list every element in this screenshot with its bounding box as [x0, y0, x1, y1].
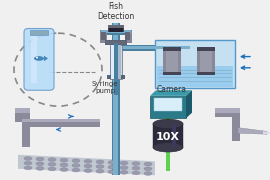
- Polygon shape: [215, 108, 240, 141]
- Ellipse shape: [96, 160, 104, 164]
- Ellipse shape: [36, 162, 44, 166]
- Bar: [107, 75, 125, 79]
- Bar: [200, 51, 212, 71]
- Ellipse shape: [144, 162, 152, 166]
- Polygon shape: [238, 128, 267, 134]
- Text: Camera: Camera: [157, 85, 187, 94]
- Bar: [163, 47, 181, 75]
- Polygon shape: [22, 119, 100, 127]
- Bar: [120, 45, 190, 51]
- Ellipse shape: [108, 161, 116, 164]
- Bar: [172, 124, 176, 147]
- Bar: [108, 25, 124, 28]
- Bar: [106, 41, 126, 44]
- Bar: [125, 31, 132, 42]
- Bar: [125, 32, 130, 40]
- Bar: [110, 45, 122, 79]
- Ellipse shape: [120, 170, 128, 174]
- Bar: [197, 47, 215, 75]
- Bar: [153, 124, 183, 147]
- Bar: [154, 98, 182, 111]
- Bar: [166, 51, 178, 71]
- Polygon shape: [150, 90, 192, 96]
- Bar: [118, 45, 121, 79]
- Ellipse shape: [132, 171, 140, 175]
- Text: 10X: 10X: [156, 132, 180, 142]
- Bar: [108, 25, 124, 32]
- Ellipse shape: [96, 165, 104, 168]
- Ellipse shape: [24, 166, 32, 170]
- Ellipse shape: [60, 158, 68, 162]
- Ellipse shape: [84, 169, 92, 172]
- Polygon shape: [15, 108, 30, 147]
- Bar: [31, 36, 37, 83]
- Bar: [112, 23, 120, 175]
- Ellipse shape: [48, 158, 56, 161]
- Bar: [166, 118, 170, 124]
- Polygon shape: [215, 108, 240, 113]
- Ellipse shape: [132, 162, 140, 165]
- Text: Syringe
pump: Syringe pump: [92, 81, 118, 94]
- Bar: [120, 46, 190, 49]
- Bar: [163, 47, 181, 51]
- Ellipse shape: [60, 163, 68, 167]
- Ellipse shape: [108, 165, 116, 169]
- Ellipse shape: [153, 143, 183, 152]
- FancyBboxPatch shape: [24, 29, 54, 90]
- Ellipse shape: [108, 170, 116, 174]
- Bar: [100, 31, 107, 42]
- Ellipse shape: [72, 159, 80, 163]
- Ellipse shape: [24, 161, 32, 165]
- Polygon shape: [263, 131, 270, 134]
- Polygon shape: [186, 90, 192, 118]
- Bar: [100, 30, 132, 35]
- Ellipse shape: [36, 157, 44, 161]
- Ellipse shape: [36, 57, 38, 59]
- Ellipse shape: [24, 157, 32, 160]
- Bar: [113, 23, 118, 175]
- Bar: [101, 30, 131, 33]
- Bar: [150, 96, 186, 118]
- Ellipse shape: [48, 162, 56, 166]
- Bar: [157, 66, 233, 87]
- Ellipse shape: [120, 161, 128, 165]
- Ellipse shape: [84, 159, 92, 163]
- Bar: [197, 71, 215, 75]
- Ellipse shape: [153, 119, 183, 129]
- Ellipse shape: [60, 168, 68, 171]
- Ellipse shape: [96, 169, 104, 173]
- Bar: [166, 152, 170, 171]
- Ellipse shape: [72, 168, 80, 172]
- Ellipse shape: [120, 166, 128, 170]
- Bar: [114, 44, 118, 95]
- Bar: [101, 32, 106, 40]
- Bar: [105, 40, 127, 45]
- Bar: [197, 47, 215, 51]
- Ellipse shape: [72, 164, 80, 167]
- Ellipse shape: [48, 167, 56, 171]
- Polygon shape: [44, 56, 48, 61]
- Bar: [163, 71, 181, 75]
- Bar: [115, 79, 117, 85]
- Bar: [30, 30, 48, 35]
- Polygon shape: [22, 119, 100, 122]
- Ellipse shape: [34, 56, 44, 61]
- Polygon shape: [18, 155, 155, 175]
- Polygon shape: [15, 108, 30, 113]
- Text: Fish
Detection: Fish Detection: [97, 2, 135, 21]
- Ellipse shape: [132, 166, 140, 170]
- Bar: [109, 28, 123, 32]
- Bar: [155, 40, 235, 88]
- Ellipse shape: [144, 172, 152, 175]
- Ellipse shape: [84, 164, 92, 168]
- Ellipse shape: [144, 167, 152, 171]
- Ellipse shape: [36, 166, 44, 170]
- Bar: [111, 45, 115, 79]
